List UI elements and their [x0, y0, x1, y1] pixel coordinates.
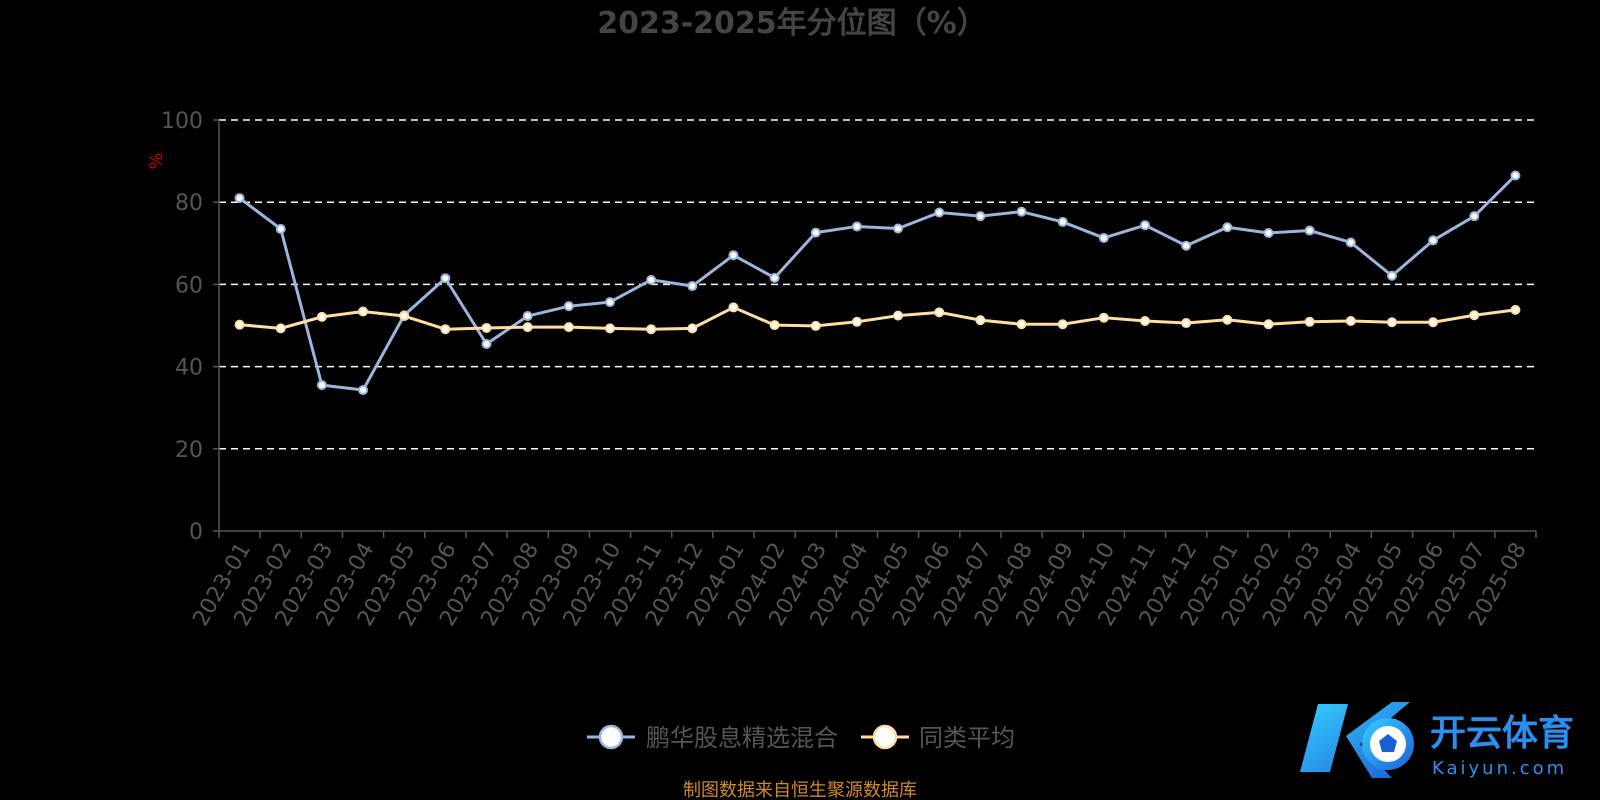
- series-1-point[interactable]: [851, 316, 862, 327]
- series-0-point[interactable]: [1386, 270, 1397, 281]
- watermark-brand-cn: 开云体育: [1430, 713, 1574, 754]
- series-layer: [234, 170, 1521, 396]
- series-1-point[interactable]: [563, 322, 574, 333]
- logo-ball-patch: [1379, 734, 1397, 752]
- series-0-point[interactable]: [1304, 225, 1315, 236]
- y-tick-label: 0: [189, 520, 203, 545]
- series-1-point[interactable]: [604, 323, 615, 334]
- series-0-point[interactable]: [358, 385, 369, 396]
- y-tick-label: 60: [175, 273, 203, 298]
- series-1-point[interactable]: [810, 320, 821, 331]
- series-0-point[interactable]: [1016, 206, 1027, 217]
- series-0-point[interactable]: [1098, 232, 1109, 243]
- chart-title: 2023-2025年分位图（%）: [597, 6, 987, 41]
- series-1-point[interactable]: [399, 311, 410, 322]
- series-0-point[interactable]: [1222, 222, 1233, 233]
- series-1-point[interactable]: [1345, 315, 1356, 326]
- series-0-point[interactable]: [1510, 170, 1521, 181]
- legend-label-0[interactable]: 鹏华股息精选混合: [646, 724, 838, 752]
- series-0-point[interactable]: [234, 193, 245, 204]
- series-1-point[interactable]: [646, 324, 657, 335]
- series-1-point[interactable]: [1263, 319, 1274, 330]
- series-0-point[interactable]: [604, 297, 615, 308]
- series-0-point[interactable]: [1428, 235, 1439, 246]
- y-tick-label: 20: [175, 438, 203, 463]
- legend-marker-1[interactable]: [872, 724, 898, 750]
- series-1-point[interactable]: [1222, 314, 1233, 325]
- series-1-point[interactable]: [1057, 319, 1068, 330]
- legend-label-1[interactable]: 同类平均: [919, 724, 1015, 752]
- legend-marker-0[interactable]: [598, 724, 624, 750]
- legend: 鹏华股息精选混合 同类平均: [587, 724, 1015, 752]
- series-1-point[interactable]: [481, 322, 492, 333]
- series-1-point[interactable]: [1469, 310, 1480, 321]
- series-1-point[interactable]: [1140, 315, 1151, 326]
- series-0-point[interactable]: [975, 211, 986, 222]
- series-line-0: [238, 174, 1517, 392]
- series-0-point[interactable]: [851, 221, 862, 232]
- axis-layer: 0204060801002023-012023-022023-032023-04…: [161, 109, 1537, 631]
- series-1-point[interactable]: [234, 319, 245, 330]
- series-0-point[interactable]: [769, 272, 780, 283]
- series-0-point[interactable]: [1469, 211, 1480, 222]
- series-0-point[interactable]: [275, 223, 286, 234]
- series-0-point[interactable]: [687, 281, 698, 292]
- source-note: 制图数据来自恒生聚源数据库: [683, 780, 917, 800]
- series-0-point[interactable]: [522, 311, 533, 322]
- series-0-point[interactable]: [934, 207, 945, 218]
- series-0-point[interactable]: [728, 250, 739, 261]
- y-tick-label: 40: [175, 356, 203, 381]
- y-tick-label: 100: [161, 109, 203, 134]
- series-0-point[interactable]: [1345, 237, 1356, 248]
- watermark-brand-en: Kaiyun.com: [1432, 758, 1567, 779]
- series-0-point[interactable]: [440, 273, 451, 284]
- series-1-point[interactable]: [975, 315, 986, 326]
- series-0-point[interactable]: [1263, 228, 1274, 239]
- series-1-point[interactable]: [1428, 317, 1439, 328]
- series-1-point[interactable]: [1510, 304, 1521, 315]
- series-1-point[interactable]: [316, 311, 327, 322]
- series-0-point[interactable]: [893, 223, 904, 234]
- series-1-point[interactable]: [1181, 318, 1192, 329]
- series-0-point[interactable]: [481, 338, 492, 349]
- series-1-point[interactable]: [893, 310, 904, 321]
- series-0-point[interactable]: [646, 274, 657, 285]
- grid-layer: [219, 119, 1536, 450]
- series-1-point[interactable]: [1304, 316, 1315, 327]
- series-0-point[interactable]: [1181, 240, 1192, 251]
- series-0-point[interactable]: [316, 380, 327, 391]
- series-1-point[interactable]: [1098, 312, 1109, 323]
- series-0-point[interactable]: [563, 301, 574, 312]
- series-0-point[interactable]: [1140, 220, 1151, 231]
- series-0-point[interactable]: [810, 227, 821, 238]
- y-axis-label: %: [146, 152, 167, 169]
- series-1-point[interactable]: [358, 306, 369, 317]
- series-1-point[interactable]: [728, 302, 739, 313]
- series-1-point[interactable]: [275, 323, 286, 334]
- series-line-1: [239, 305, 1516, 331]
- series-1-point[interactable]: [934, 307, 945, 318]
- series-0-point[interactable]: [1057, 216, 1068, 227]
- series-1-point[interactable]: [687, 323, 698, 334]
- series-1-point[interactable]: [440, 324, 451, 335]
- watermark-logo: 开云体育 Kaiyun.com: [1300, 702, 1574, 779]
- y-tick-label: 80: [175, 191, 203, 216]
- series-1-point[interactable]: [522, 322, 533, 333]
- series-1-point[interactable]: [1386, 317, 1397, 328]
- series-1-point[interactable]: [769, 320, 780, 331]
- series-1-point[interactable]: [1016, 319, 1027, 330]
